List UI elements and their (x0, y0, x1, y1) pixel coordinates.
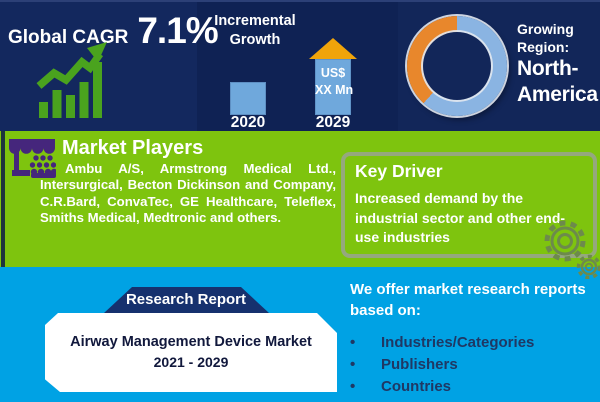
incremental-growth-title: Incremental Growth (214, 13, 296, 48)
growing-region-value-1: North- (517, 57, 579, 80)
bullet-item: • Publishers (350, 356, 595, 378)
report-title: Airway Management Device Market (70, 334, 312, 350)
bullet-item: • Industries/Categories (350, 334, 595, 356)
offer-bullet-list: • Industries/Categories • Publishers • C… (350, 334, 595, 400)
research-report-banner: Research Report (104, 287, 269, 313)
growth-value-currency: US$ (320, 66, 346, 80)
bar-2020 (230, 82, 266, 115)
year-label-2020: 2020 (230, 114, 266, 131)
bullet-label: Publishers (381, 356, 458, 373)
report-title-card: Airway Management Device Market 2021 - 2… (45, 313, 337, 392)
key-driver-text: Increased demand by the industrial secto… (355, 190, 566, 245)
market-players-title: Market Players (62, 137, 204, 159)
bullet-label: Countries (381, 378, 452, 395)
growth-arrow-icon (309, 38, 357, 59)
bullet-dot-icon: • (350, 334, 356, 351)
bullet-dot-icon: • (350, 356, 356, 373)
global-cagr-value: 7.1% (137, 10, 218, 51)
growing-region-label-2: Region: (517, 39, 570, 55)
year-label-2029: 2029 (315, 114, 351, 131)
top-edge-highlight (0, 0, 600, 2)
bar-2029: US$ XX Mn (315, 59, 354, 115)
growing-region: Growing Region: North- America (517, 20, 598, 108)
left-edge-shadow (1, 131, 5, 267)
key-driver-panel: Key Driver Increased demand by the indus… (341, 152, 597, 258)
growth-value-amount: XX Mn (315, 83, 354, 97)
global-cagr-label: Global CAGR (8, 27, 129, 48)
key-driver-title: Key Driver (355, 161, 443, 181)
report-period: 2021 - 2029 (153, 354, 229, 370)
bullet-dot-icon: • (350, 378, 356, 395)
region-donut-chart (407, 16, 507, 116)
growing-region-value-2: America (517, 83, 598, 106)
storefront-icon (9, 139, 56, 178)
global-cagr: Global CAGR 7.1% (8, 10, 219, 52)
growing-region-label-1: Growing (517, 21, 574, 37)
offer-heading: We offer market research reports based o… (350, 281, 586, 319)
gears-icon (544, 220, 600, 279)
growth-chart-icon (36, 42, 107, 118)
bullet-label: Industries/Categories (381, 334, 535, 351)
market-players-list: Ambu A/S, Armstrong Medical Ltd., Inters… (40, 161, 336, 226)
bullet-item: • Countries (350, 378, 595, 400)
